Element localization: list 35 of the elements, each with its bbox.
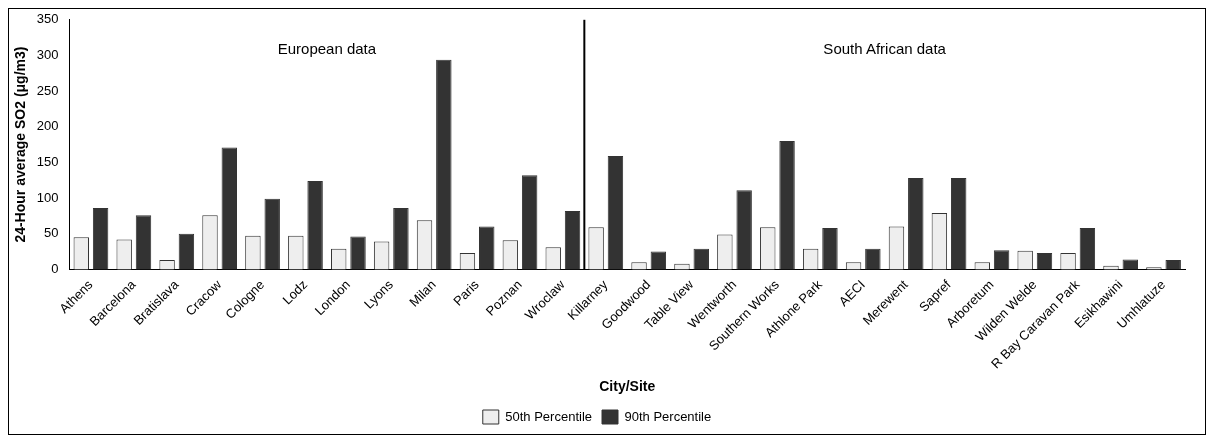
bar	[307, 180, 323, 270]
bar	[393, 208, 409, 270]
legend-label: 50th Percentile	[505, 408, 593, 424]
bar	[607, 156, 624, 270]
bar	[908, 178, 924, 270]
bar	[521, 175, 538, 270]
bar	[178, 233, 195, 270]
bar	[92, 208, 109, 270]
y-tick-label: 250	[36, 82, 59, 98]
bar	[479, 226, 495, 270]
bar	[693, 248, 709, 270]
bar	[135, 215, 152, 270]
bar	[736, 190, 752, 270]
bar	[221, 147, 238, 270]
bar	[436, 59, 452, 270]
y-tick-label: 0	[51, 260, 59, 276]
y-tick-label: 300	[36, 47, 59, 63]
legend-label: 90th Percentile	[624, 408, 712, 424]
y-axis-title: 24-Hour average SO2 (μg/m3)	[12, 46, 29, 243]
y-tick-label: 100	[36, 189, 59, 205]
bar	[350, 236, 366, 270]
x-axis-title: City/Site	[599, 378, 656, 395]
y-tick-label: 200	[36, 118, 59, 134]
bar	[865, 248, 881, 270]
y-tick-label: 350	[36, 11, 59, 27]
bar	[264, 198, 280, 270]
bar	[950, 178, 967, 270]
annotation: South African data	[823, 39, 947, 57]
y-tick-label: 150	[36, 154, 59, 169]
bar	[564, 210, 581, 270]
y-tick-label: 50	[44, 225, 59, 241]
annotation: European data	[277, 39, 377, 57]
bar	[822, 228, 838, 270]
bar	[1079, 228, 1096, 270]
bar	[779, 141, 795, 270]
